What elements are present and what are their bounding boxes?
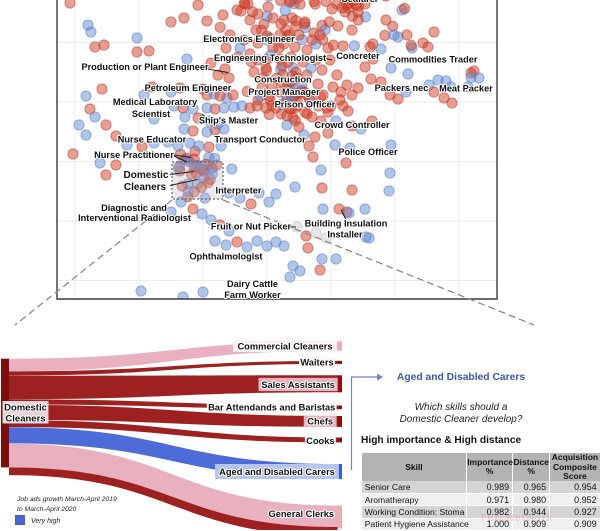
svg-text:Nurse Practitioner: Nurse Practitioner (94, 150, 174, 160)
svg-text:Crowd Controller: Crowd Controller (314, 120, 389, 130)
svg-text:Bar Attendands and Baristas: Bar Attendands and Baristas (208, 403, 335, 413)
svg-text:Meat Packer: Meat Packer (439, 84, 493, 94)
svg-text:Petroleum Engineer: Petroleum Engineer (145, 83, 232, 93)
svg-text:Interpreter: Interpreter (216, 186, 262, 196)
svg-text:Cleaners: Cleaners (5, 414, 45, 425)
svg-text:Interventional Radiologist: Interventional Radiologist (78, 213, 191, 223)
svg-text:Prison Officer: Prison Officer (275, 100, 336, 110)
svg-text:Farm Worker: Farm Worker (224, 290, 281, 300)
svg-text:General Clerks: General Clerks (268, 509, 334, 519)
svg-text:Concreter: Concreter (336, 51, 380, 61)
svg-text:Cleaners: Cleaners (124, 182, 167, 193)
svg-text:Medical Laboratory: Medical Laboratory (113, 97, 198, 107)
svg-text:Very high: Very high (31, 518, 60, 525)
svg-text:Ophthalmologist: Ophthalmologist (190, 252, 263, 262)
svg-text:Ship's Master: Ship's Master (199, 116, 259, 126)
svg-text:Dairy Cattle: Dairy Cattle (227, 279, 278, 289)
svg-text:Domestic: Domestic (4, 403, 47, 414)
svg-text:Building Insulation: Building Insulation (305, 219, 388, 229)
svg-text:Packers nec: Packers nec (375, 83, 429, 93)
svg-text:Production or Plant Engineer: Production or Plant Engineer (81, 62, 209, 72)
svg-text:Fruit or Nut Picker: Fruit or Nut Picker (211, 222, 292, 232)
svg-text:Engineering Technologist: Engineering Technologist (214, 53, 326, 63)
svg-text:Waiters: Waiters (300, 357, 333, 367)
svg-text:Installer: Installer (327, 230, 363, 240)
svg-text:Diagnostic and: Diagnostic and (101, 203, 167, 213)
svg-text:Scientist: Scientist (132, 109, 170, 119)
svg-text:Project Manager: Project Manager (248, 87, 320, 97)
svg-text:Construction: Construction (254, 75, 312, 85)
svg-text:Aged and Disabled Carers: Aged and Disabled Carers (219, 467, 335, 477)
svg-text:Electronics Engineer: Electronics Engineer (203, 34, 295, 44)
svg-text:Job ads growth March-April 201: Job ads growth March-April 2019 (16, 496, 117, 503)
svg-text:Commodities Trader: Commodities Trader (389, 55, 478, 65)
svg-text:Chefs: Chefs (307, 417, 333, 427)
svg-text:Cooks: Cooks (306, 436, 334, 446)
svg-text:Sales Assistants: Sales Assistants (261, 380, 335, 390)
svg-text:Domestic: Domestic (123, 170, 168, 181)
svg-text:Seafarer: Seafarer (342, 0, 379, 4)
svg-text:Commercial Cleaners: Commercial Cleaners (237, 342, 332, 352)
svg-text:Nurse Educator: Nurse Educator (118, 135, 187, 145)
svg-text:Transport Conductor: Transport Conductor (214, 135, 306, 145)
svg-text:Police Officer: Police Officer (338, 147, 398, 157)
svg-text:to March-April 2020: to March-April 2020 (17, 506, 77, 513)
